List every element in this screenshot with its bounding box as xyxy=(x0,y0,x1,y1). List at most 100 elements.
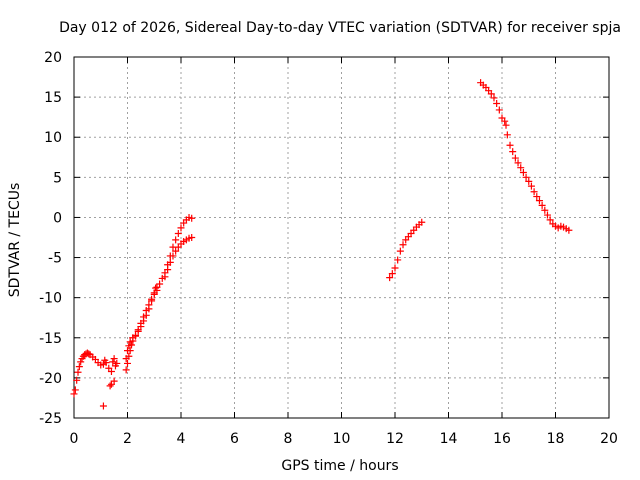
y-tick-label: 5 xyxy=(53,170,62,186)
data-point xyxy=(502,121,510,129)
data-point xyxy=(386,274,394,282)
data-point xyxy=(132,331,140,339)
data-point xyxy=(517,164,525,172)
data-point xyxy=(525,177,533,185)
data-point xyxy=(519,169,527,177)
data-point xyxy=(166,258,174,266)
data-point xyxy=(161,273,169,281)
data-point xyxy=(530,188,538,196)
x-tick-label: 8 xyxy=(284,431,293,447)
data-point xyxy=(75,363,83,371)
data-point xyxy=(495,106,503,114)
data-point xyxy=(71,386,79,394)
data-point xyxy=(396,247,404,255)
y-tick-label: 10 xyxy=(44,130,62,146)
data-point xyxy=(394,256,402,264)
data-point xyxy=(522,173,530,181)
data-point xyxy=(140,313,148,321)
data-point xyxy=(134,326,142,334)
data-point xyxy=(503,131,511,139)
data-point xyxy=(538,201,546,209)
tick-labels: 0 2 4 6 8 10 12 14 16 18 20 -25 -20 -15 -10 -5 0 5 10 15 20 xyxy=(39,50,618,447)
x-tick-label: 6 xyxy=(230,431,239,447)
data-point xyxy=(511,154,519,162)
data-point xyxy=(74,368,82,376)
data-point xyxy=(172,236,180,244)
x-tick-label: 4 xyxy=(177,431,186,447)
data-point xyxy=(142,307,150,315)
data-point xyxy=(565,226,573,234)
x-tick-label: 0 xyxy=(70,431,79,447)
data-point xyxy=(493,100,501,108)
data-point xyxy=(506,141,514,149)
data-point xyxy=(172,247,180,255)
x-axis-label: GPS time / hours xyxy=(281,458,398,474)
y-tick-label: 20 xyxy=(44,50,62,66)
data-point xyxy=(137,319,145,327)
y-tick-label: -5 xyxy=(48,251,62,267)
data-point xyxy=(388,270,396,278)
data-points xyxy=(70,79,573,410)
data-point xyxy=(99,402,107,410)
series-arc-5 xyxy=(477,79,573,234)
data-point xyxy=(164,266,172,274)
data-point xyxy=(546,216,554,224)
data-point xyxy=(113,359,121,367)
data-point xyxy=(124,347,131,355)
y-tick-label: -10 xyxy=(39,291,62,307)
x-tick-label: 16 xyxy=(493,431,511,447)
data-point xyxy=(391,264,399,272)
grid xyxy=(73,56,610,419)
data-point xyxy=(126,338,134,346)
data-point xyxy=(70,390,78,398)
data-point xyxy=(487,90,495,98)
y-axis-label: SDTVAR / TECUs xyxy=(7,183,23,298)
data-point xyxy=(122,366,130,374)
data-point xyxy=(490,94,498,102)
x-tick-label: 20 xyxy=(600,431,618,447)
series-arc-2 xyxy=(122,213,196,374)
data-point xyxy=(501,117,509,125)
data-point xyxy=(509,148,517,156)
data-point xyxy=(169,252,177,260)
data-point xyxy=(533,193,541,201)
data-point xyxy=(541,206,549,214)
series-arc-4 xyxy=(386,218,426,282)
data-point xyxy=(174,229,182,237)
data-point xyxy=(101,356,109,364)
plot-frame xyxy=(73,56,610,419)
data-point xyxy=(543,211,551,219)
data-point xyxy=(107,367,115,375)
chart-title: Day 012 of 2026, Sidereal Day-to-day VTE… xyxy=(59,20,621,36)
data-point xyxy=(399,241,407,249)
y-tick-label: -15 xyxy=(39,331,62,347)
series-arc-3 xyxy=(122,234,196,363)
data-point xyxy=(148,295,156,303)
data-point xyxy=(85,350,93,358)
data-point xyxy=(514,159,522,167)
x-tick-label: 10 xyxy=(333,431,351,447)
data-point xyxy=(124,359,131,367)
data-point xyxy=(77,358,85,366)
data-point xyxy=(125,342,133,350)
x-tick-label: 14 xyxy=(440,431,458,447)
data-point xyxy=(188,214,196,222)
y-tick-label: 15 xyxy=(44,90,62,106)
series-arc-1 xyxy=(70,349,110,398)
data-point xyxy=(150,290,158,298)
data-point xyxy=(177,224,185,232)
data-point xyxy=(156,280,164,288)
data-point xyxy=(535,197,543,205)
series-scatter-1 xyxy=(99,355,121,410)
data-point xyxy=(73,376,81,384)
x-tick-label: 2 xyxy=(123,431,132,447)
data-point xyxy=(106,382,114,390)
data-point xyxy=(145,301,153,309)
y-tick-label: 0 xyxy=(53,210,62,226)
data-point xyxy=(188,234,196,241)
data-point xyxy=(110,355,118,363)
data-point xyxy=(122,355,130,363)
data-point xyxy=(418,218,426,226)
data-point xyxy=(527,182,535,190)
